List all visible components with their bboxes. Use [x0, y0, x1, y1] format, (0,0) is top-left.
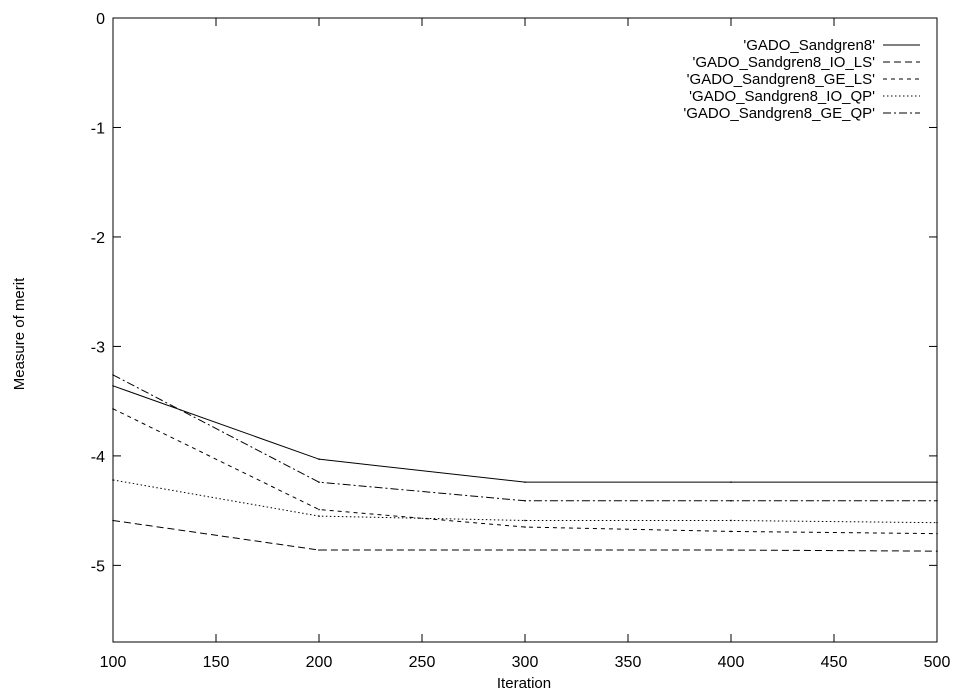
x-tick-label: 100: [100, 654, 127, 671]
series-point: [936, 550, 938, 552]
y-tick-label: -3: [91, 339, 105, 356]
series-point: [730, 481, 732, 483]
legend-label: 'GADO_Sandgren8': [743, 37, 875, 54]
x-tick-label: 250: [409, 654, 436, 671]
series-point: [318, 458, 320, 460]
series-point: [318, 508, 320, 511]
x-tick-label: 300: [512, 654, 539, 671]
y-axis-label: Measure of merit: [11, 277, 28, 390]
x-axis-label: Iteration: [497, 675, 551, 692]
series-point: [730, 549, 732, 551]
series-point: [524, 499, 526, 502]
series-point: [524, 519, 526, 522]
y-tick-label: 0: [96, 11, 105, 28]
y-tick-label: -1: [91, 120, 105, 137]
series-point: [730, 530, 732, 533]
y-tick-label: -5: [91, 558, 105, 575]
series-line: [112, 385, 937, 483]
y-tick-label: -4: [91, 449, 105, 466]
x-tick-label: 500: [924, 654, 951, 671]
x-tick-label: 150: [203, 654, 230, 671]
series-point: [524, 481, 526, 483]
series-line: [112, 408, 938, 535]
axes: 100 150 200 250 300 350 400 450 500 0 -1 -2 -3 -4 -5: [91, 11, 951, 671]
legend-label: 'GADO_Sandgren8_IO_QP': [689, 88, 875, 105]
series-point: [936, 521, 938, 524]
series-layer: [112, 374, 938, 552]
series-point: [318, 549, 320, 551]
series-point: [936, 499, 938, 502]
series-point: [112, 519, 114, 522]
series-point: [524, 526, 526, 528]
series-point: [936, 481, 938, 483]
legend-label: 'GADO_Sandgren8_GE_LS': [687, 71, 875, 88]
x-tick-label: 400: [718, 654, 745, 671]
legend: 'GADO_Sandgren8''GADO_Sandgren8_IO_LS''G…: [683, 37, 920, 122]
series-point: [524, 549, 526, 551]
series-point: [112, 385, 114, 387]
legend-label: 'GADO_Sandgren8_IO_LS': [692, 54, 875, 71]
series-point: [112, 374, 114, 376]
series-point: [936, 532, 938, 535]
series-line: [112, 519, 938, 552]
series-point: [318, 481, 320, 483]
x-tick-label: 450: [821, 654, 848, 671]
series-point: [318, 515, 320, 517]
series-point: [730, 499, 732, 502]
series-point: [112, 479, 114, 481]
series-point: [112, 408, 114, 410]
series-point: [730, 519, 732, 522]
legend-label: 'GADO_Sandgren8_GE_QP': [683, 105, 875, 122]
x-tick-label: 350: [615, 654, 642, 671]
y-tick-label: -2: [91, 230, 105, 247]
x-tick-label: 200: [306, 654, 333, 671]
